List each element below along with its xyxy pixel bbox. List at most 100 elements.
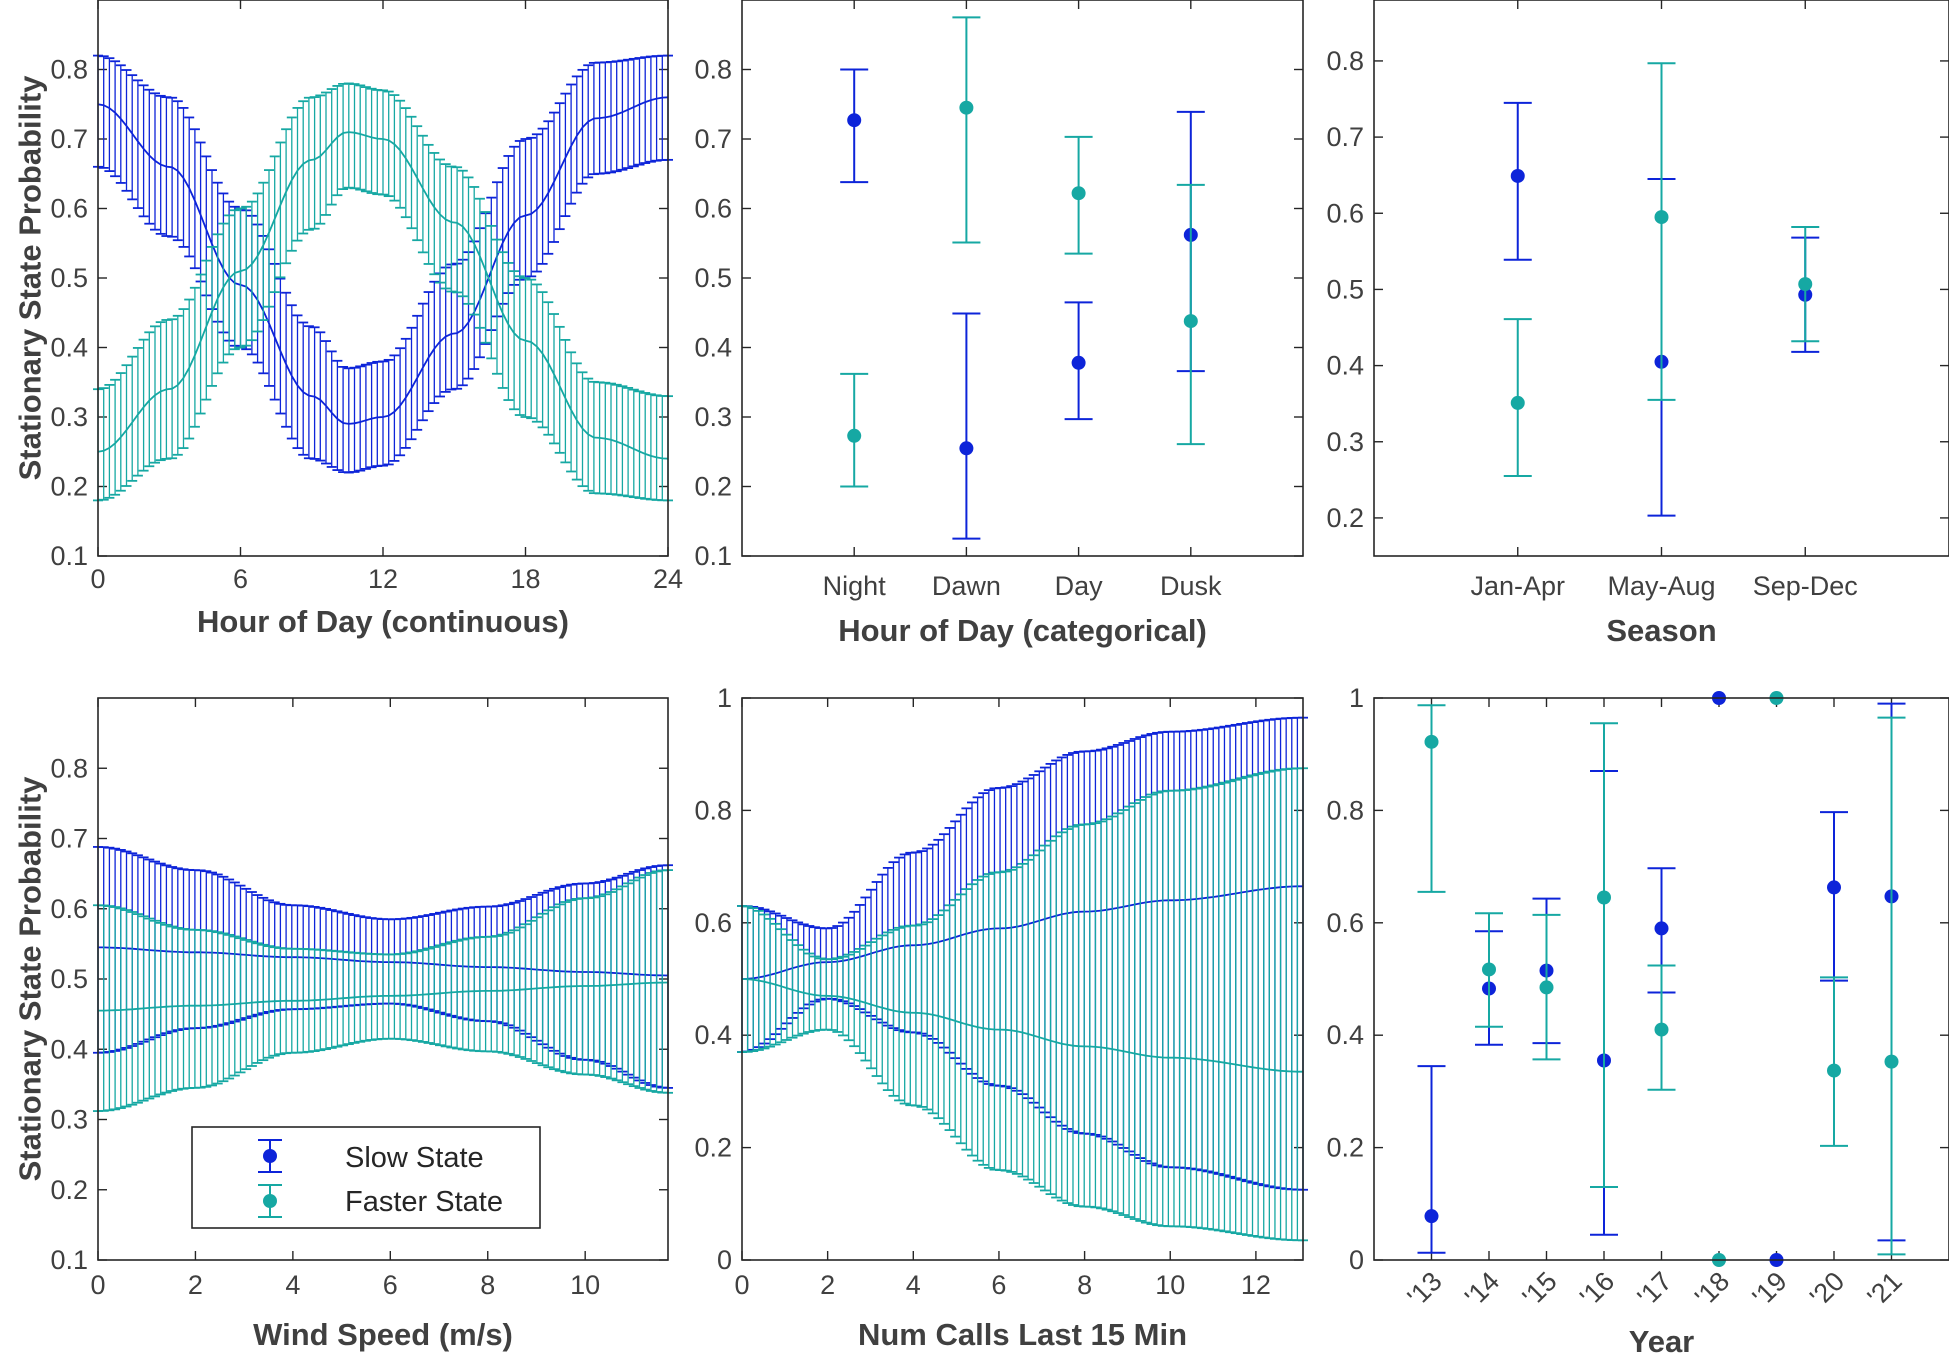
y-tick-label: 0.7	[1326, 122, 1364, 152]
x-tick-label: 0	[90, 564, 105, 594]
data-point	[1482, 962, 1496, 977]
y-tick-label: 0.6	[1326, 908, 1364, 938]
x-tick-label: 2	[188, 1270, 203, 1300]
x-tick-label: 6	[233, 564, 248, 594]
x-tick-label: '18	[1689, 1266, 1735, 1312]
y-tick-label: 0.5	[1326, 274, 1364, 304]
y-tick-label: 0.4	[694, 1020, 732, 1050]
x-tick-label: 4	[906, 1270, 921, 1300]
series-faster	[840, 16, 1205, 488]
y-tick-label: 0	[717, 1245, 732, 1275]
x-tick-label: Dusk	[1160, 571, 1222, 601]
data-point	[1597, 890, 1611, 905]
data-point	[1510, 395, 1525, 410]
x-tick-label: 4	[285, 1270, 300, 1300]
y-tick-label: 0.8	[1326, 46, 1364, 76]
plot-content	[737, 697, 1308, 1261]
x-tick-label: 10	[1155, 1270, 1185, 1300]
y-tick-label: 0.2	[50, 472, 88, 502]
axes-frame	[741, 697, 1304, 1261]
y-tick-label: 0.2	[1326, 1133, 1364, 1163]
axes-frame	[1373, 697, 1949, 1261]
axes-frame	[97, 0, 669, 557]
data-point	[1539, 980, 1554, 995]
x-tick-label: Day	[1055, 571, 1104, 601]
y-tick-label: 0.5	[50, 964, 88, 994]
series-slow	[840, 68, 1205, 540]
data-point	[1510, 168, 1525, 183]
y-tick-labels: 0 0.2 0.4 0.6 0.8 1	[1326, 683, 1364, 1275]
legend-box	[191, 1126, 541, 1229]
y-tick-label: 1	[1349, 683, 1364, 713]
x-tick-labels: 0 6 12 18 24	[90, 564, 683, 594]
y-tick-label: 0.3	[50, 1105, 88, 1135]
legend-slow-label: Slow State	[345, 1142, 484, 1174]
data-point	[847, 428, 862, 443]
x-tick-label: 8	[480, 1270, 495, 1300]
x-axis-label: Year	[1629, 1324, 1695, 1359]
x-axis-label: Num Calls Last 15 Min	[858, 1317, 1187, 1352]
y-tick-label: 0.2	[694, 472, 732, 502]
data-point	[1654, 1022, 1669, 1037]
plot-content	[1374, 691, 1949, 1267]
panel-year: 00.20.40.60.81 '13'14'15'16'17'18'19'20 '…	[1326, 683, 1949, 1359]
x-tick-label: '20	[1804, 1266, 1850, 1312]
y-tick-label: 1	[717, 683, 732, 713]
series-faster	[1417, 691, 1906, 1267]
plot-content	[1374, 0, 1949, 556]
panel-hour-categorical: 0.1 0.2 0.3 0.4 0.5 0.6 0.7 0.8 Night Dawn Day Dus…	[694, 0, 1304, 648]
legend: Slow State Faster State	[191, 1126, 541, 1229]
y-tick-label: 0.4	[1326, 351, 1364, 381]
x-tick-label: Sep-Dec	[1753, 571, 1858, 601]
data-point	[1654, 921, 1669, 936]
x-tick-label: 2	[820, 1270, 835, 1300]
y-tick-labels: 0.1 0.2 0.3 0.4 0.5 0.6 0.7 0.8	[694, 55, 732, 572]
y-tick-label: 0.2	[50, 1175, 88, 1205]
y-tick-labels: 0 0.2 0.4 0.6 0.8 1	[694, 683, 732, 1275]
y-tick-label: 0.4	[694, 333, 732, 363]
x-tick-label: 0	[734, 1270, 749, 1300]
panel-wind-speed: 0.1 0.2 0.3 0.4 0.5 0.6 0.7 0.8 0 2 4 6 8 10 Wind Sp…	[13, 697, 673, 1352]
x-tick-label: 18	[510, 564, 540, 594]
series-faster	[93, 869, 673, 1112]
axes-frame	[1373, 0, 1949, 557]
x-tick-label: '13	[1402, 1266, 1448, 1312]
data-point	[959, 100, 974, 115]
legend-faster-marker	[258, 1184, 282, 1218]
panel-num-calls: 0 0.2 0.4 0.6 0.8 1 0 2 4 6 8 10 12 Num Calls Last …	[694, 683, 1308, 1352]
y-tick-label: 0.1	[694, 541, 732, 571]
y-tick-label: 0.2	[694, 1133, 732, 1163]
y-tick-label: 0.5	[694, 263, 732, 293]
series-faster	[93, 82, 673, 502]
x-tick-labels: 0 2 4 6 8 10	[90, 1270, 600, 1300]
x-tick-label: 8	[1077, 1270, 1092, 1300]
y-tick-label: 0	[1349, 1245, 1364, 1275]
mean-line	[741, 978, 1303, 1073]
y-tick-labels: 0.1 0.2 0.3 0.4 0.5 0.6 0.7 0.8	[50, 55, 88, 572]
y-tick-label: 0.8	[1326, 795, 1364, 825]
data-point	[1424, 1209, 1439, 1224]
x-tick-label: May-Aug	[1607, 571, 1715, 601]
data-point	[1884, 1054, 1899, 1069]
y-tick-label: 0.4	[1326, 1020, 1364, 1050]
x-tick-label: '21	[1862, 1266, 1908, 1312]
data-point	[847, 113, 862, 128]
x-tick-label: 12	[1241, 1270, 1271, 1300]
x-tick-label: '14	[1459, 1266, 1505, 1312]
data-point	[959, 441, 974, 456]
x-tick-label: 12	[368, 564, 398, 594]
x-tick-labels: '13'14 '15'16 '17'18 '19'20 '21	[1402, 1266, 1908, 1312]
data-point	[1654, 210, 1669, 225]
plot-content	[93, 698, 673, 1261]
legend-faster-label: Faster State	[345, 1186, 503, 1218]
data-point	[1071, 355, 1086, 370]
x-tick-label: '15	[1517, 1266, 1563, 1312]
x-tick-label: 0	[90, 1270, 105, 1300]
series-faster	[1503, 62, 1820, 478]
y-tick-label: 0.8	[694, 55, 732, 85]
y-tick-label: 0.4	[50, 1034, 88, 1064]
mean-line	[97, 131, 669, 460]
x-tick-label: '19	[1747, 1266, 1793, 1312]
data-point	[1798, 277, 1813, 292]
y-tick-label: 0.2	[1326, 503, 1364, 533]
